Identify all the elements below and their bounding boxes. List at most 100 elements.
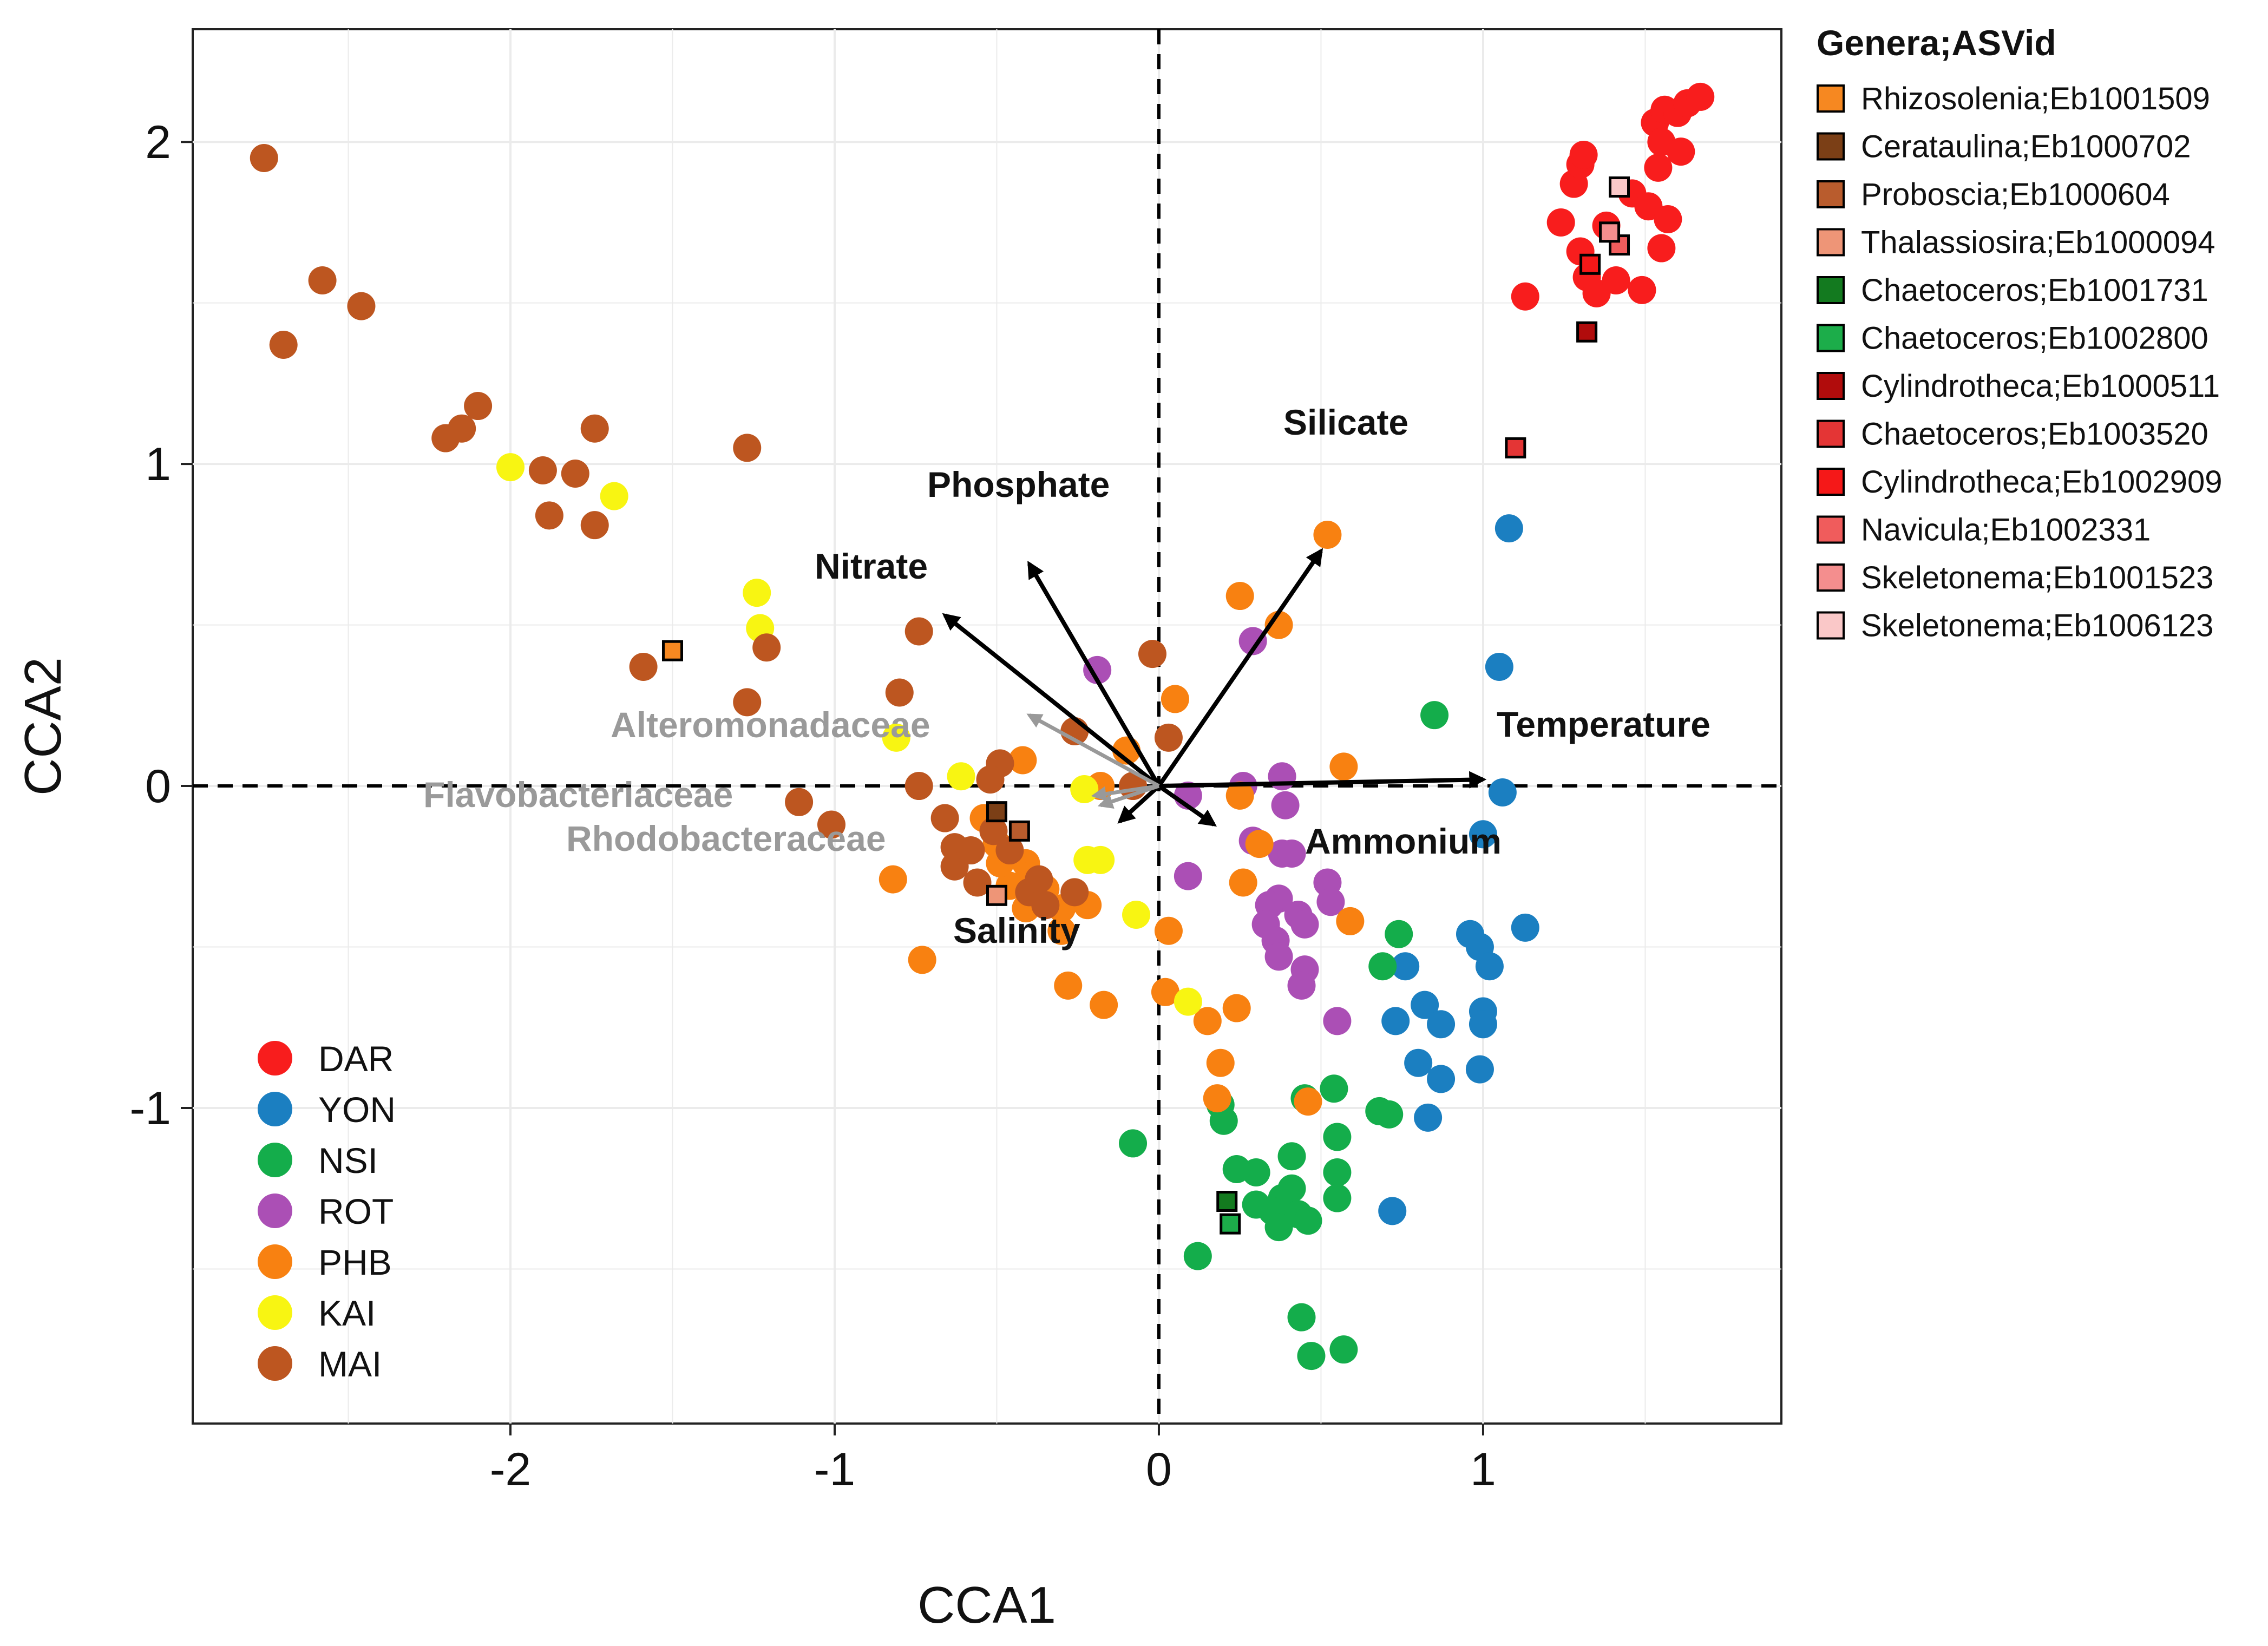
taxa-legend-label: Thalassiosira;Eb1000094 bbox=[1861, 225, 2215, 260]
taxa-legend-label: Chaetoceros;Eb1003520 bbox=[1861, 417, 2208, 452]
site-legend-key bbox=[258, 1092, 292, 1126]
data-point-rot bbox=[1268, 762, 1296, 791]
taxa-legend-key bbox=[1817, 132, 1845, 161]
data-point-yon bbox=[1494, 514, 1523, 543]
data-point-yon bbox=[1391, 952, 1420, 981]
data-point-phb bbox=[1222, 994, 1251, 1022]
data-point-rot bbox=[1083, 655, 1112, 684]
data-point-mai bbox=[269, 331, 298, 359]
data-point-yon bbox=[1381, 1007, 1410, 1035]
taxon-marker bbox=[1216, 1191, 1238, 1212]
data-point-kai bbox=[947, 762, 975, 791]
data-point-kai bbox=[743, 579, 771, 607]
taxa-legend-key bbox=[1817, 276, 1845, 304]
data-point-mai bbox=[1154, 723, 1183, 752]
y-tick-label: 0 bbox=[145, 760, 171, 812]
data-point-phb bbox=[1203, 1084, 1231, 1113]
data-point-nsi bbox=[1329, 1335, 1358, 1364]
axis-ticks: -2 -1 0 1 -1 0 1 2 bbox=[130, 116, 1496, 1496]
data-point-mai bbox=[464, 392, 493, 421]
vector-arrow bbox=[1117, 784, 1161, 824]
data-point-phb bbox=[1225, 781, 1254, 810]
data-point-phb bbox=[1206, 1048, 1235, 1077]
data-point-yon bbox=[1469, 1010, 1497, 1039]
data-point-phb bbox=[1047, 916, 1076, 945]
taxa-legend-label: Cylindrotheca;Eb1002909 bbox=[1861, 464, 2222, 500]
data-point-yon bbox=[1469, 820, 1497, 849]
x-tick-label: -1 bbox=[814, 1444, 855, 1496]
vector-arrow bbox=[1157, 548, 1323, 788]
data-point-mai bbox=[785, 788, 814, 816]
taxon-marker bbox=[661, 640, 683, 661]
vector-label: Salinity bbox=[953, 910, 1080, 950]
data-point-phb bbox=[1313, 521, 1342, 549]
taxon-marker bbox=[986, 801, 1007, 823]
data-point-nsi bbox=[1320, 1074, 1348, 1103]
data-point-dar bbox=[1511, 282, 1539, 311]
y-tick-label: -1 bbox=[130, 1083, 171, 1135]
data-point-mai bbox=[1025, 865, 1053, 894]
taxon-marker bbox=[1220, 1213, 1241, 1235]
data-point-nsi bbox=[1385, 920, 1413, 948]
data-point-dar bbox=[1546, 208, 1575, 237]
data-point-phb bbox=[1154, 916, 1183, 945]
data-point-kai bbox=[1174, 987, 1202, 1016]
data-point-yon bbox=[1427, 1065, 1456, 1093]
data-point-rot bbox=[1323, 1007, 1352, 1035]
data-point-mai bbox=[817, 810, 845, 839]
vector-label: Silicate bbox=[1283, 402, 1408, 442]
data-point-dar bbox=[1654, 205, 1682, 234]
data-point-yon bbox=[1465, 1055, 1494, 1084]
taxa-legend-title: Genera;ASVid bbox=[1817, 23, 2056, 63]
data-point-dar bbox=[1647, 234, 1676, 263]
taxa-legend-key bbox=[1817, 468, 1845, 496]
site-legend-label: PHB bbox=[318, 1242, 392, 1282]
data-point-phb bbox=[1245, 830, 1274, 858]
plot-panel bbox=[192, 28, 1782, 1425]
data-point-phb bbox=[879, 865, 907, 894]
data-point-mai bbox=[535, 501, 563, 530]
data-point-mai bbox=[733, 434, 762, 462]
taxa-legend-key bbox=[1817, 84, 1845, 113]
data-point-yon bbox=[1511, 913, 1539, 942]
data-point-dar bbox=[1569, 141, 1598, 169]
site-points bbox=[250, 82, 1715, 1370]
data-point-kai bbox=[1070, 775, 1099, 804]
site-legend-key bbox=[258, 1244, 292, 1279]
taxon-marker bbox=[1505, 437, 1526, 458]
taxa-legend-label: Cerataulina;Eb1000702 bbox=[1861, 129, 2191, 165]
data-point-phb bbox=[1264, 611, 1293, 639]
data-point-dar bbox=[1628, 276, 1656, 304]
data-point-dar bbox=[1686, 82, 1715, 111]
data-point-kai bbox=[1086, 845, 1115, 874]
data-point-rot bbox=[1290, 910, 1319, 939]
data-point-yon bbox=[1414, 1103, 1443, 1132]
taxa-legend-label: Skeletonema;Eb1006123 bbox=[1861, 608, 2213, 644]
data-point-mai bbox=[976, 765, 1005, 794]
data-point-phb bbox=[1090, 991, 1118, 1019]
data-point-yon bbox=[1404, 1048, 1433, 1077]
site-legend: DAR YON NSI ROT PHB KAI MAI bbox=[258, 1039, 396, 1384]
vector-arrow bbox=[1158, 771, 1487, 789]
data-point-dar bbox=[1644, 153, 1673, 182]
biplot-vectors: Temperature Silicate Phosphate Nitrate Ammon… bbox=[423, 402, 1710, 950]
vector-label: Rhodobacteraceae bbox=[566, 818, 886, 858]
data-point-nsi bbox=[1287, 1303, 1316, 1332]
data-point-mai bbox=[250, 143, 278, 172]
data-point-rot bbox=[1271, 791, 1300, 819]
site-legend-key bbox=[258, 1143, 292, 1177]
data-point-phb bbox=[1294, 1087, 1322, 1116]
data-point-phb bbox=[1151, 978, 1179, 1006]
vector-arrow bbox=[1097, 784, 1160, 809]
site-legend-label: ROT bbox=[318, 1191, 394, 1231]
site-legend-label: YON bbox=[318, 1090, 396, 1130]
data-point-kai bbox=[496, 453, 525, 482]
data-point-kai bbox=[882, 723, 910, 752]
taxa-legend-key bbox=[1817, 228, 1845, 257]
taxa-legend-label: Proboscia;Eb1000604 bbox=[1861, 177, 2170, 212]
x-tick-label: -2 bbox=[490, 1444, 531, 1496]
data-point-mai bbox=[1138, 640, 1166, 668]
taxa-legend-label: Cylindrotheca;Eb1000511 bbox=[1861, 369, 2220, 404]
data-point-nsi bbox=[1323, 1123, 1352, 1151]
